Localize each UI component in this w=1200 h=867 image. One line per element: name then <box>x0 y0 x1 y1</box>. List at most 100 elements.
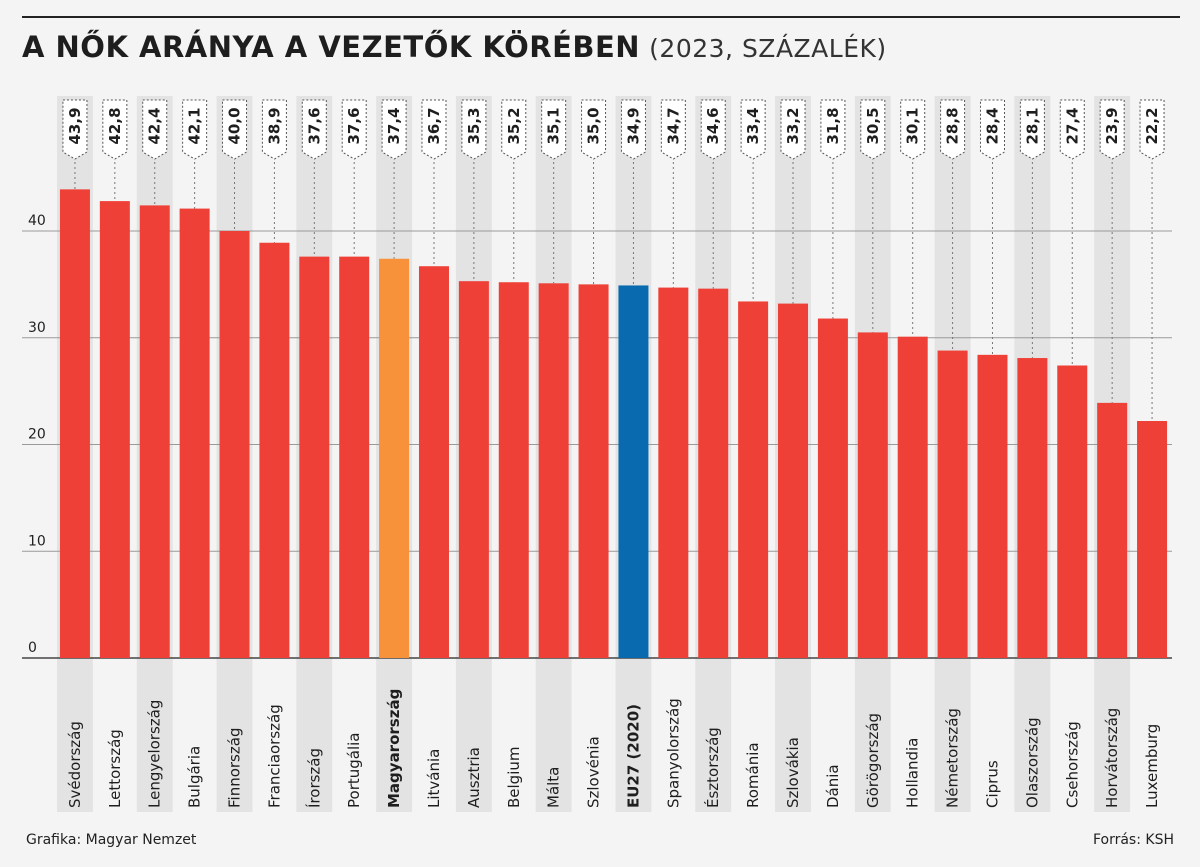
value-label: 30,1 <box>904 107 922 144</box>
bar[interactable] <box>1097 402 1128 658</box>
value-label: 35,0 <box>585 107 603 144</box>
category-label: EU27 (2020) <box>624 704 642 808</box>
footer-credit: Grafika: Magyar Nemzet <box>26 832 197 848</box>
category-label: Magyarország <box>385 689 403 808</box>
value-label: 35,1 <box>545 107 563 144</box>
bar[interactable] <box>538 283 569 658</box>
y-tick-label: 30 <box>28 320 46 336</box>
bar[interactable] <box>299 256 330 658</box>
value-label-box <box>1059 99 1085 160</box>
bar[interactable] <box>977 354 1008 658</box>
value-label: 35,3 <box>465 107 483 144</box>
title-subtitle: (2023, SZÁZALÉK) <box>649 34 887 63</box>
bar[interactable] <box>698 288 729 658</box>
bar[interactable] <box>418 266 449 658</box>
value-label-box <box>142 99 168 160</box>
category-label: Írország <box>304 748 323 808</box>
value-label: 31,8 <box>824 107 842 144</box>
value-label-box <box>501 99 527 160</box>
value-label: 34,6 <box>704 107 722 144</box>
bar[interactable] <box>738 301 769 658</box>
footer-source: Forrás: KSH <box>1092 832 1174 848</box>
value-label-box <box>341 99 367 160</box>
bar[interactable] <box>259 242 290 658</box>
category-label: Litvánia <box>425 749 443 808</box>
value-label: 36,7 <box>425 107 443 144</box>
category-label: Luxemburg <box>1143 724 1161 808</box>
value-label: 42,1 <box>186 107 204 144</box>
y-tick-label: 20 <box>28 427 46 443</box>
value-label-box <box>222 99 248 160</box>
category-label: Svédország <box>66 721 84 808</box>
bar[interactable] <box>1057 365 1088 658</box>
value-label: 28,8 <box>944 107 962 144</box>
category-label: Lettország <box>106 729 124 808</box>
category-label: Horvátország <box>1103 708 1121 808</box>
value-label: 43,9 <box>66 107 84 144</box>
bar[interactable] <box>458 281 489 658</box>
bar[interactable] <box>937 350 968 658</box>
value-label-box <box>940 99 966 160</box>
bar[interactable] <box>99 201 130 659</box>
category-label: Hollandia <box>904 738 922 808</box>
title-main: A NŐK ARÁNYA A VEZETŐK KÖRÉBEN <box>22 30 641 64</box>
value-label: 22,2 <box>1143 107 1161 144</box>
value-label-box <box>541 99 567 160</box>
category-label: Málta <box>545 767 563 808</box>
value-label: 33,2 <box>784 107 802 144</box>
title-rule <box>22 16 1180 18</box>
value-label: 30,5 <box>864 107 882 144</box>
value-label: 28,4 <box>983 107 1001 144</box>
bar[interactable] <box>1137 421 1168 658</box>
bar[interactable] <box>219 231 250 658</box>
category-label: Ciprus <box>983 760 1001 808</box>
category-label: Belgium <box>505 747 523 809</box>
bar[interactable] <box>817 318 848 658</box>
chart-title: A NŐK ARÁNYA A VEZETŐK KÖRÉBEN (2023, SZ… <box>22 30 887 64</box>
value-label-box <box>581 99 607 160</box>
bar[interactable] <box>857 332 888 658</box>
category-label: Észtország <box>703 727 722 808</box>
bar[interactable] <box>618 285 649 658</box>
bar[interactable] <box>379 258 410 658</box>
value-label-box <box>421 99 447 160</box>
bar[interactable] <box>778 303 809 658</box>
category-label: Olaszország <box>1023 717 1041 808</box>
value-label: 37,6 <box>305 107 323 144</box>
category-label: Bulgária <box>186 746 204 808</box>
value-label-box <box>900 99 926 160</box>
bar[interactable] <box>498 282 529 658</box>
value-label: 42,8 <box>106 107 124 144</box>
category-label: Franciaország <box>265 704 283 808</box>
value-label: 23,9 <box>1103 107 1121 144</box>
value-label-box <box>1019 99 1045 160</box>
value-label-box <box>700 99 726 160</box>
y-tick-label: 40 <box>28 213 46 229</box>
value-label-box <box>1099 99 1125 160</box>
value-label: 34,9 <box>624 107 642 144</box>
bar[interactable] <box>578 284 609 658</box>
category-label: Görögország <box>864 713 882 808</box>
value-label-box <box>461 99 487 160</box>
value-label: 28,1 <box>1023 107 1041 144</box>
bar[interactable] <box>59 189 90 658</box>
category-label: Dánia <box>824 764 842 808</box>
category-label: Ausztria <box>465 747 483 808</box>
bar[interactable] <box>658 287 689 658</box>
value-label: 42,4 <box>146 107 164 144</box>
bar[interactable] <box>179 208 210 658</box>
y-tick-label: 0 <box>28 640 37 656</box>
value-label: 37,4 <box>385 107 403 144</box>
bar[interactable] <box>897 336 928 658</box>
bar[interactable] <box>339 256 370 658</box>
bar[interactable] <box>1017 358 1048 658</box>
value-label-box <box>620 99 646 160</box>
value-label-box <box>780 99 806 160</box>
value-label-box <box>182 99 208 160</box>
value-label-box <box>62 99 88 160</box>
value-label: 33,4 <box>744 107 762 144</box>
value-label: 34,7 <box>664 107 682 144</box>
bar[interactable] <box>139 205 170 658</box>
category-label: Szlovénia <box>585 736 603 808</box>
